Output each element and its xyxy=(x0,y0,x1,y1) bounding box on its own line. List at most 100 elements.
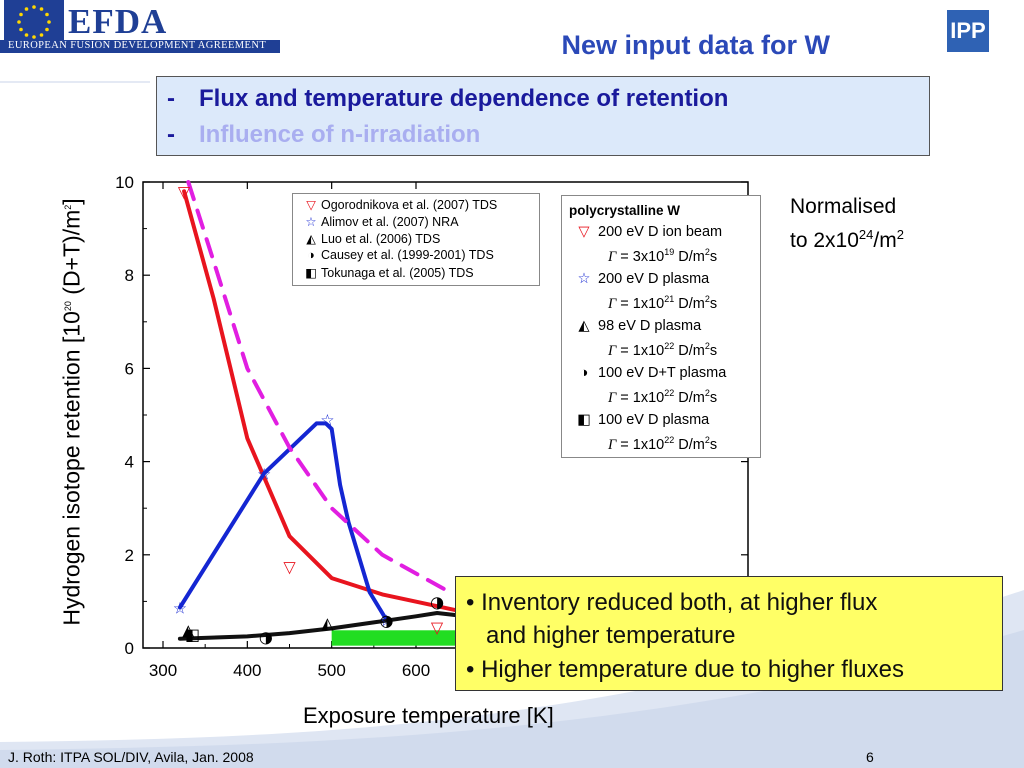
triangle-down-open-marker: ▽ xyxy=(178,182,191,201)
conditions-label: 200 eV D ion beam xyxy=(598,224,723,240)
topic-item-2: - Influence of n-irradiation xyxy=(167,121,480,149)
conclusion-box: • Inventory reduced both, at higher flux… xyxy=(455,576,1003,691)
triangle-down-open-icon: ▽ xyxy=(578,224,590,240)
y-tick-label: 4 xyxy=(125,453,134,472)
page-number: 6 xyxy=(866,749,874,765)
conditions-legend-title: polycrystalline W xyxy=(569,203,681,218)
y-axis-label-part: Hydrogen isotope retention [10 xyxy=(58,311,85,626)
triangle-down-open-marker: ▽ xyxy=(431,618,444,637)
fit-curve xyxy=(177,421,389,622)
dash-marker: - xyxy=(167,85,175,112)
flux-value: Γ = 3x1019 D/m2s xyxy=(608,247,718,265)
eu-star xyxy=(47,20,51,24)
efda-logo-subtitle: EUROPEAN FUSION DEVELOPMENT AGREEMENT xyxy=(8,40,267,51)
y-axis-label-exp: 20 xyxy=(62,301,73,312)
legend-entry: ◭ Luo et al. (2006) TDS xyxy=(301,231,440,246)
slide-title: New input data for W xyxy=(561,30,830,60)
legend-label: Tokunaga et al. (2005) TDS xyxy=(321,266,474,280)
legend-label: Luo et al. (2006) TDS xyxy=(321,232,441,246)
eu-star xyxy=(32,5,36,9)
flux-value: Γ = 1x1022 D/m2s xyxy=(608,341,718,359)
square-half-icon: ◧ xyxy=(577,412,591,428)
note-text: /m xyxy=(873,229,897,252)
series-legend: ▽ Ogorodnikova et al. (2007) TDS ☆ Alimov … xyxy=(292,193,540,286)
topic-item-2-text: Influence of n-irradiation xyxy=(199,121,481,148)
eu-star xyxy=(32,35,36,39)
y-tick-label: 6 xyxy=(125,359,134,378)
circle-half-marker: ◑ xyxy=(259,627,273,646)
triangle-half-icon: ◭ xyxy=(306,232,316,246)
eu-stars-icon xyxy=(4,0,64,44)
eu-star xyxy=(45,12,49,17)
circle-half-marker: ◑ xyxy=(430,592,444,611)
y-axis-label: Hydrogen isotope retention [1020 (D+T)/m… xyxy=(59,198,86,625)
topic-item-1: - Flux and temperature dependence of rete… xyxy=(167,85,728,113)
conclusion-text: Higher temperature due to higher fluxes xyxy=(481,656,904,683)
conditions-legend: polycrystalline W ▽ 200 eV D ion beam Γ = … xyxy=(561,195,761,458)
legend-entry: ◧ Tokunaga et al. (2005) TDS xyxy=(301,265,474,280)
eu-star xyxy=(19,12,23,17)
square-half-marker: ◧ xyxy=(185,625,200,644)
y-tick-label: 10 xyxy=(115,173,134,192)
flux-value: Γ = 1x1022 D/m2s xyxy=(608,435,718,453)
legend-label: Causey et al. (1999-2001) TDS xyxy=(321,248,494,262)
y-tick-label: 2 xyxy=(125,546,134,565)
circle-half-marker: ◑ xyxy=(379,611,393,630)
note-exp: 2 xyxy=(896,227,904,242)
eu-star xyxy=(45,27,49,32)
conditions-legend-entry: ◧ 100 eV D plasma xyxy=(570,412,709,428)
note-text: to 2x10 xyxy=(790,229,859,252)
bullet-marker: • xyxy=(466,656,475,683)
note-line-2: to 2x1024/m2 xyxy=(790,221,904,255)
conditions-legend-entry: ▽ 200 eV D ion beam xyxy=(570,224,722,240)
star-open-marker: ☆ xyxy=(257,464,271,483)
bullet-marker: • xyxy=(466,589,475,616)
circle-half-icon: ◑ xyxy=(579,365,589,381)
ipp-logo: IPP xyxy=(947,10,989,52)
fit-curve xyxy=(177,611,461,641)
conditions-label: 100 eV D+T plasma xyxy=(598,365,727,381)
efda-logo: EFDA EUROPEAN FUSION DEVELOPMENT AGREEME… xyxy=(0,0,290,54)
conclusion-item-2: • Higher temperature due to higher fluxe… xyxy=(466,656,904,684)
y-tick-label: 8 xyxy=(125,266,134,285)
fit-curve xyxy=(182,189,461,613)
conclusion-text: Inventory reduced both, at higher flux xyxy=(481,589,878,616)
star-open-marker: ☆ xyxy=(379,611,393,630)
legend-entry: ☆ Alimov et al. (2007) NRA xyxy=(301,214,459,229)
triangle-half-icon: ◭ xyxy=(578,318,590,334)
legend-entry: ◑ Causey et al. (1999-2001) TDS xyxy=(301,248,494,262)
eu-star xyxy=(39,7,44,11)
eu-star xyxy=(19,27,23,32)
topic-box: - Flux and temperature dependence of rete… xyxy=(156,76,930,156)
x-tick-label: 400 xyxy=(233,661,261,680)
eu-star xyxy=(24,7,29,11)
triangle-half-marker: ◭ xyxy=(321,613,334,632)
footer-text: J. Roth: ITPA SOL/DIV, Avila, Jan. 2008 xyxy=(8,749,254,765)
conclusion-item-1: • Inventory reduced both, at higher flux xyxy=(466,589,877,617)
triangle-down-open-marker: ▽ xyxy=(283,557,296,576)
eu-star xyxy=(17,20,21,24)
legend-entry: ▽ Ogorodnikova et al. (2007) TDS xyxy=(301,197,497,212)
normalisation-note: Normalised to 2x1024/m2 xyxy=(790,193,904,255)
conditions-label: 100 eV D plasma xyxy=(598,412,710,428)
x-axis-label: Exposure temperature [K] xyxy=(303,703,554,728)
flux-value: Γ = 1x1021 D/m2s xyxy=(608,294,718,312)
y-axis-label-part: (D+T)/m xyxy=(58,209,85,302)
note-line-1: Normalised xyxy=(790,195,897,218)
star-open-icon: ☆ xyxy=(305,215,317,229)
triangle-down-open-icon: ▽ xyxy=(306,198,316,212)
y-tick-label: 0 xyxy=(125,639,134,658)
conditions-label: 200 eV D plasma xyxy=(598,271,710,287)
star-open-marker: ☆ xyxy=(173,598,187,617)
x-tick-label: 600 xyxy=(402,661,430,680)
circle-half-icon: ◑ xyxy=(307,248,315,262)
triangle-half-marker: ◭ xyxy=(182,620,195,639)
y-axis-label-part: ] xyxy=(58,198,85,205)
star-open-marker: ☆ xyxy=(320,411,334,430)
note-exp: 24 xyxy=(858,227,874,242)
dashed-fit-curve xyxy=(186,180,452,595)
eu-star xyxy=(24,33,29,37)
topic-item-1-text: Flux and temperature dependence of reten… xyxy=(199,85,729,112)
legend-label: Alimov et al. (2007) NRA xyxy=(321,215,459,229)
